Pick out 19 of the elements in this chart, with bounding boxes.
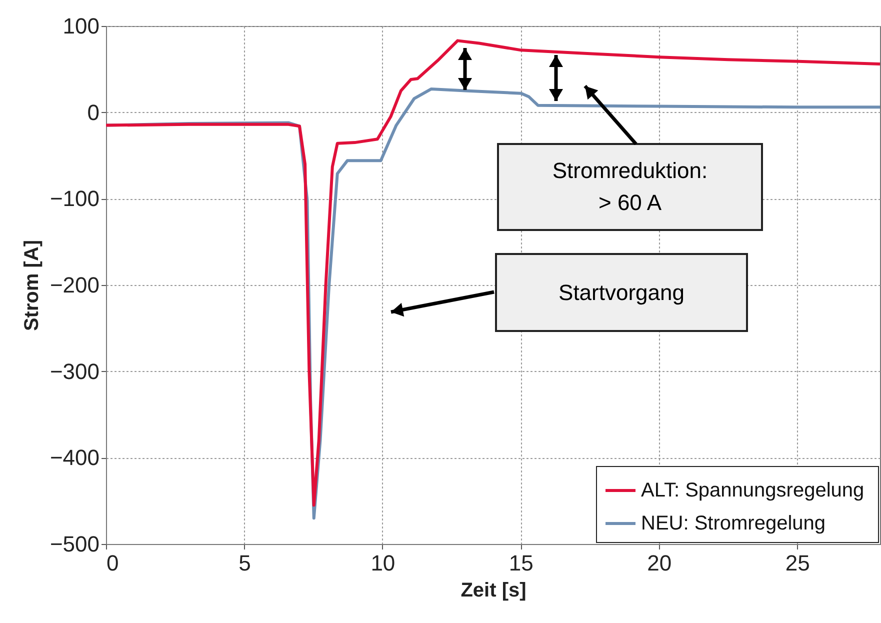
x-tick-label: 20 <box>647 550 672 576</box>
callout-box: Stromreduktion: > 60 A <box>497 143 763 231</box>
legend-label: ALT: Spannungsregelung <box>641 480 864 502</box>
y-tick-label: −500 <box>50 532 100 556</box>
x-tick-label: 10 <box>370 550 396 576</box>
x-tick-label: 25 <box>785 550 810 576</box>
x-tick-label: 0 <box>106 550 119 576</box>
y-axis-title: Strom [A] <box>20 240 43 332</box>
y-tick-label: −300 <box>50 358 100 384</box>
y-tick-label: 100 <box>62 14 100 38</box>
callout-box: Startvorgang <box>495 253 748 332</box>
x-tick-label: 15 <box>508 550 534 576</box>
y-tick-label: −200 <box>50 272 100 298</box>
x-tick-label: 5 <box>238 550 251 576</box>
y-tick-label: −100 <box>50 186 100 212</box>
y-tick-label: 0 <box>87 100 100 125</box>
y-tick-label: −400 <box>50 445 100 470</box>
legend-label: NEU: Stromregelung <box>641 512 826 534</box>
x-axis-title: Zeit [s] <box>460 580 526 602</box>
